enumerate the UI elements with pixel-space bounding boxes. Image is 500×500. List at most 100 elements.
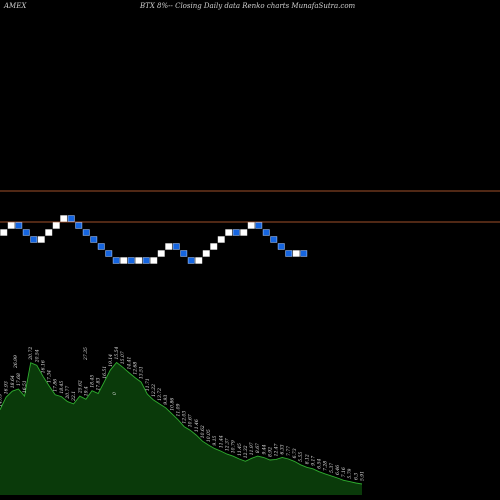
volume-label: 19.4 bbox=[83, 386, 89, 396]
renko-brick-up bbox=[225, 229, 233, 236]
volume-label: 12.22 bbox=[151, 384, 157, 397]
renko-brick-down bbox=[172, 243, 180, 250]
volume-label: 14.41 bbox=[126, 357, 132, 370]
volume-label: 11.45 bbox=[237, 443, 243, 456]
volume-label: 11.97 bbox=[249, 442, 255, 455]
volume-label: 12.68 bbox=[133, 362, 139, 375]
volume-label: 17.34 bbox=[47, 370, 53, 383]
renko-brick-down bbox=[22, 229, 30, 236]
renko-brick-down bbox=[300, 250, 308, 257]
volume-label: 7.28 bbox=[323, 461, 329, 471]
exchange-label: AMEX bbox=[3, 2, 27, 10]
volume-label: 12.37 bbox=[225, 438, 231, 451]
renko-brick-down bbox=[277, 243, 285, 250]
volume-label: 11.09 bbox=[175, 403, 181, 416]
volume-label: 14.09 bbox=[0, 394, 4, 407]
renko-brick-down bbox=[187, 257, 195, 264]
renko-brick-up bbox=[135, 257, 143, 264]
volume-label: 16.16 bbox=[40, 360, 46, 373]
volume-label: 7.16 bbox=[341, 467, 347, 477]
volume-label-extra: 27.35 bbox=[83, 347, 89, 361]
volume-label: 19.14 bbox=[108, 354, 114, 367]
volume-label: 25.62 bbox=[77, 380, 83, 394]
volume-label: 13.51 bbox=[139, 366, 145, 379]
renko-brick-up bbox=[37, 236, 45, 243]
renko-brick-up bbox=[247, 222, 255, 229]
renko-brick-up bbox=[45, 229, 53, 236]
renko-brick-down bbox=[90, 236, 98, 243]
volume-label: 22.1 bbox=[71, 391, 77, 402]
volume-label: 18.45 bbox=[90, 375, 96, 388]
volume-label: 10.86 bbox=[169, 398, 175, 411]
renko-brick-down bbox=[255, 222, 263, 229]
volume-label: 7.77 bbox=[286, 446, 292, 456]
renko-brick-down bbox=[67, 215, 75, 222]
volume-label: 10.62 bbox=[200, 425, 206, 438]
volume-label-extra: 0 bbox=[112, 392, 118, 395]
volume-label: 15.54 bbox=[114, 346, 120, 359]
renko-brick-up bbox=[7, 222, 15, 229]
renko-brick-down bbox=[82, 229, 90, 236]
renko-brick-down bbox=[180, 250, 188, 257]
volume-label: 17.68 bbox=[16, 373, 22, 386]
renko-brick-down bbox=[15, 222, 23, 229]
volume-label: 17.86 bbox=[53, 379, 59, 392]
renko-bricks bbox=[0, 215, 308, 264]
volume-label: 16.51 bbox=[102, 366, 108, 379]
volume-line bbox=[0, 361, 363, 485]
renko-brick-up bbox=[120, 257, 128, 264]
volume-label: 6.46 bbox=[335, 465, 341, 475]
volume-label: 5.55 bbox=[298, 452, 304, 462]
volume-label: 5.37 bbox=[329, 463, 335, 473]
volume-label: 10.79 bbox=[231, 440, 237, 453]
volume-label: 16.51 bbox=[22, 380, 28, 393]
volume-label: 8.67 bbox=[255, 443, 261, 453]
volume-label: 9.17 bbox=[310, 456, 316, 466]
chart-title: BTX 8%-- Closing Daily data Renko charts… bbox=[139, 2, 356, 10]
renko-brick-up bbox=[0, 229, 8, 236]
volume-label: 18.45 bbox=[59, 381, 65, 394]
volume-label: 6.73 bbox=[292, 448, 298, 458]
renko-brick-down bbox=[112, 257, 120, 264]
volume-label: 6.3 bbox=[353, 473, 359, 480]
renko-brick-down bbox=[262, 229, 270, 236]
volume-label: 18.64 bbox=[10, 375, 16, 388]
renko-brick-up bbox=[195, 257, 203, 264]
volume-label: 6.54 bbox=[317, 459, 323, 469]
renko-brick-up bbox=[52, 222, 60, 229]
renko-brick-down bbox=[142, 257, 150, 264]
volume-label: 10.05 bbox=[206, 429, 212, 442]
volume-label: 11.71 bbox=[145, 378, 151, 391]
renko-brick-down bbox=[232, 229, 240, 236]
renko-brick-down bbox=[97, 243, 105, 250]
volume-label: 20.72 bbox=[28, 347, 34, 361]
volume-label: 9.15 bbox=[212, 435, 218, 445]
renko-brick-up bbox=[150, 257, 158, 264]
renko-brick-down bbox=[285, 250, 293, 257]
volume-label: 5.91 bbox=[360, 471, 366, 481]
renko-brick-up bbox=[60, 215, 68, 222]
volume-label: 13.72 bbox=[157, 388, 163, 401]
volume-label: 20.54 bbox=[34, 349, 40, 363]
volume-label: 16.93 bbox=[4, 381, 10, 394]
volume-label: 17.83 bbox=[96, 377, 102, 390]
renko-brick-up bbox=[217, 236, 225, 243]
renko-brick-down bbox=[127, 257, 135, 264]
volume-area-fill bbox=[0, 362, 362, 495]
volume-label: 15.07 bbox=[120, 351, 126, 364]
renko-brick-up bbox=[157, 250, 165, 257]
volume-label: 10.67 bbox=[188, 414, 194, 427]
volume-label: 6.33 bbox=[280, 444, 286, 454]
renko-brick-down bbox=[270, 236, 278, 243]
volume-label: 9.44 bbox=[261, 444, 267, 454]
renko-brick-up bbox=[240, 229, 248, 236]
level-lines bbox=[0, 190, 500, 223]
volume-label: 12.47 bbox=[274, 443, 280, 456]
renko-brick-down bbox=[75, 222, 83, 229]
volume-label: 9.93 bbox=[163, 395, 169, 405]
volume-label: 12.32 bbox=[243, 445, 249, 458]
volume-label-extra: 26.99 bbox=[13, 355, 19, 369]
volume-area bbox=[0, 361, 363, 495]
